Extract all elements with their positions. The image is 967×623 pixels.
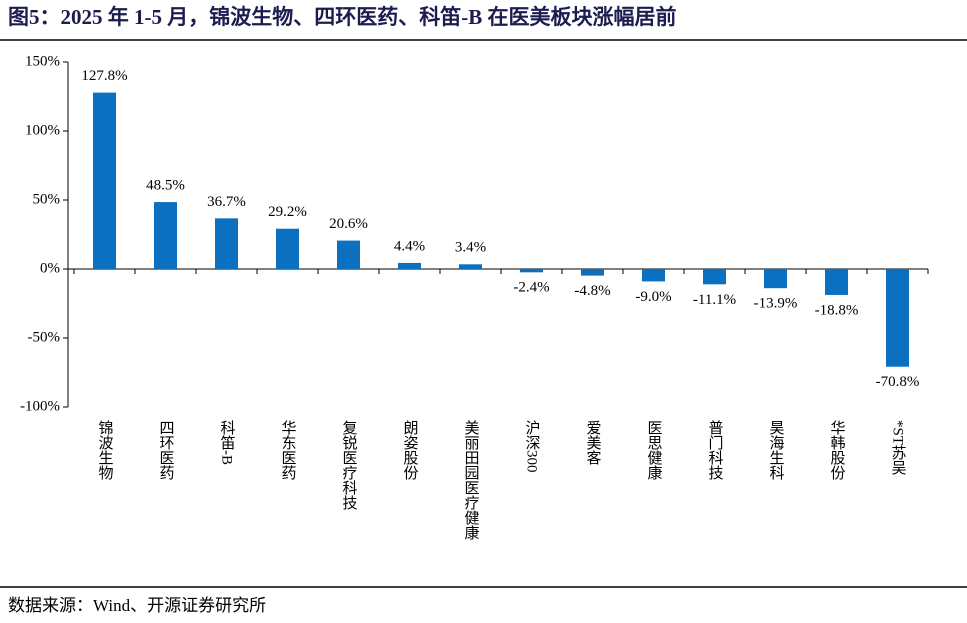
bar xyxy=(154,202,177,269)
y-tick-label: 100% xyxy=(25,122,60,138)
data-label: 36.7% xyxy=(207,194,246,210)
data-label: -9.0% xyxy=(635,289,671,305)
x-tick-label: 科笛-B xyxy=(219,420,236,465)
data-label: 29.2% xyxy=(268,204,307,220)
x-tick-label: 沪深300 xyxy=(524,420,541,473)
x-tick-label: 四环医药 xyxy=(158,420,175,481)
bar xyxy=(398,262,421,269)
x-tick-label: *ST苏吴 xyxy=(890,420,907,475)
bar xyxy=(825,269,848,295)
x-tick-label: 美丽田园医疗健康 xyxy=(463,420,480,540)
x-tick-label: 华韩股份 xyxy=(829,420,846,481)
chart-title: 图5：2025 年 1-5 月，锦波生物、四环医药、科笛-B 在医美板块涨幅居前 xyxy=(8,5,677,29)
data-label: -4.8% xyxy=(574,283,610,299)
x-tick-label: 华东医药 xyxy=(280,420,297,481)
bar xyxy=(642,269,665,282)
data-label: 3.4% xyxy=(455,240,486,256)
x-tick-label: 复锐医疗科技 xyxy=(341,419,358,511)
y-tick-label: 50% xyxy=(33,191,61,207)
data-label: 20.6% xyxy=(329,216,368,232)
bar xyxy=(276,228,299,269)
bar xyxy=(886,269,909,367)
y-tick-label: 150% xyxy=(25,53,60,69)
data-label: -13.9% xyxy=(754,296,798,312)
source: 数据来源：Wind、开源证券研究所 xyxy=(8,596,266,615)
data-label: -11.1% xyxy=(693,292,736,308)
bar xyxy=(93,92,116,269)
y-tick-label: -100% xyxy=(20,398,60,414)
data-label: 4.4% xyxy=(394,238,425,254)
bar xyxy=(703,269,726,285)
bar xyxy=(520,269,543,273)
bar xyxy=(215,218,238,269)
data-label: 127.8% xyxy=(81,68,127,84)
x-tick-label: 普门科技 xyxy=(707,420,724,481)
x-tick-label: 锦波生物 xyxy=(97,420,114,481)
bar xyxy=(581,269,604,276)
data-label: 48.5% xyxy=(146,178,185,194)
y-tick-label: -50% xyxy=(28,329,61,345)
x-tick-label: 昊海生科 xyxy=(768,420,785,480)
bar xyxy=(459,264,482,269)
data-label: -18.8% xyxy=(815,302,859,318)
data-label: -70.8% xyxy=(876,374,920,390)
x-tick-label: 朗姿股份 xyxy=(402,420,419,481)
data-label: -2.4% xyxy=(513,280,549,296)
x-tick-label: 医思健康 xyxy=(646,420,663,480)
y-tick-label: 0% xyxy=(40,260,60,276)
x-tick-label: 爱美客 xyxy=(585,420,602,465)
bar xyxy=(764,269,787,289)
bar xyxy=(337,240,360,269)
